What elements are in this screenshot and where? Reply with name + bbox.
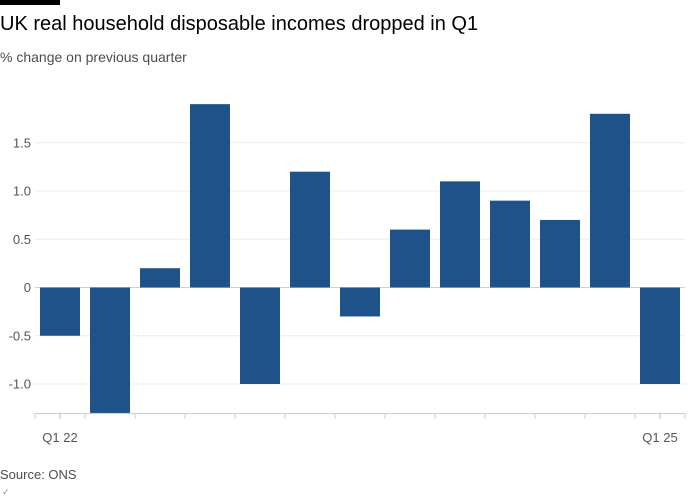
bar [490, 200, 530, 288]
bar [290, 171, 330, 288]
bar [540, 219, 580, 288]
y-tick-label: -1.0 [9, 377, 31, 392]
brand-bar [0, 0, 60, 5]
x-tick-label: Q1 25 [642, 430, 677, 445]
corner-mark: ✓ [2, 487, 10, 497]
bar [90, 287, 130, 413]
bar [390, 229, 430, 288]
bar [190, 104, 230, 288]
x-tick-label: Q1 22 [42, 430, 77, 445]
y-tick-label: 1.5 [13, 135, 31, 150]
bar [440, 181, 480, 288]
bar [340, 287, 380, 317]
bar [240, 287, 280, 384]
y-tick-label: 0 [24, 280, 31, 295]
bar [40, 287, 80, 336]
source-note: Source: ONS [0, 467, 77, 482]
bar [590, 113, 630, 288]
chart-title: UK real household disposable incomes dro… [0, 13, 479, 35]
y-tick-label: 0.5 [13, 232, 31, 247]
y-tick-label: 1.0 [13, 184, 31, 199]
bar [640, 287, 680, 384]
chart-subtitle: % change on previous quarter [0, 49, 187, 65]
bar [140, 268, 180, 288]
y-tick-label: -0.5 [9, 328, 31, 343]
